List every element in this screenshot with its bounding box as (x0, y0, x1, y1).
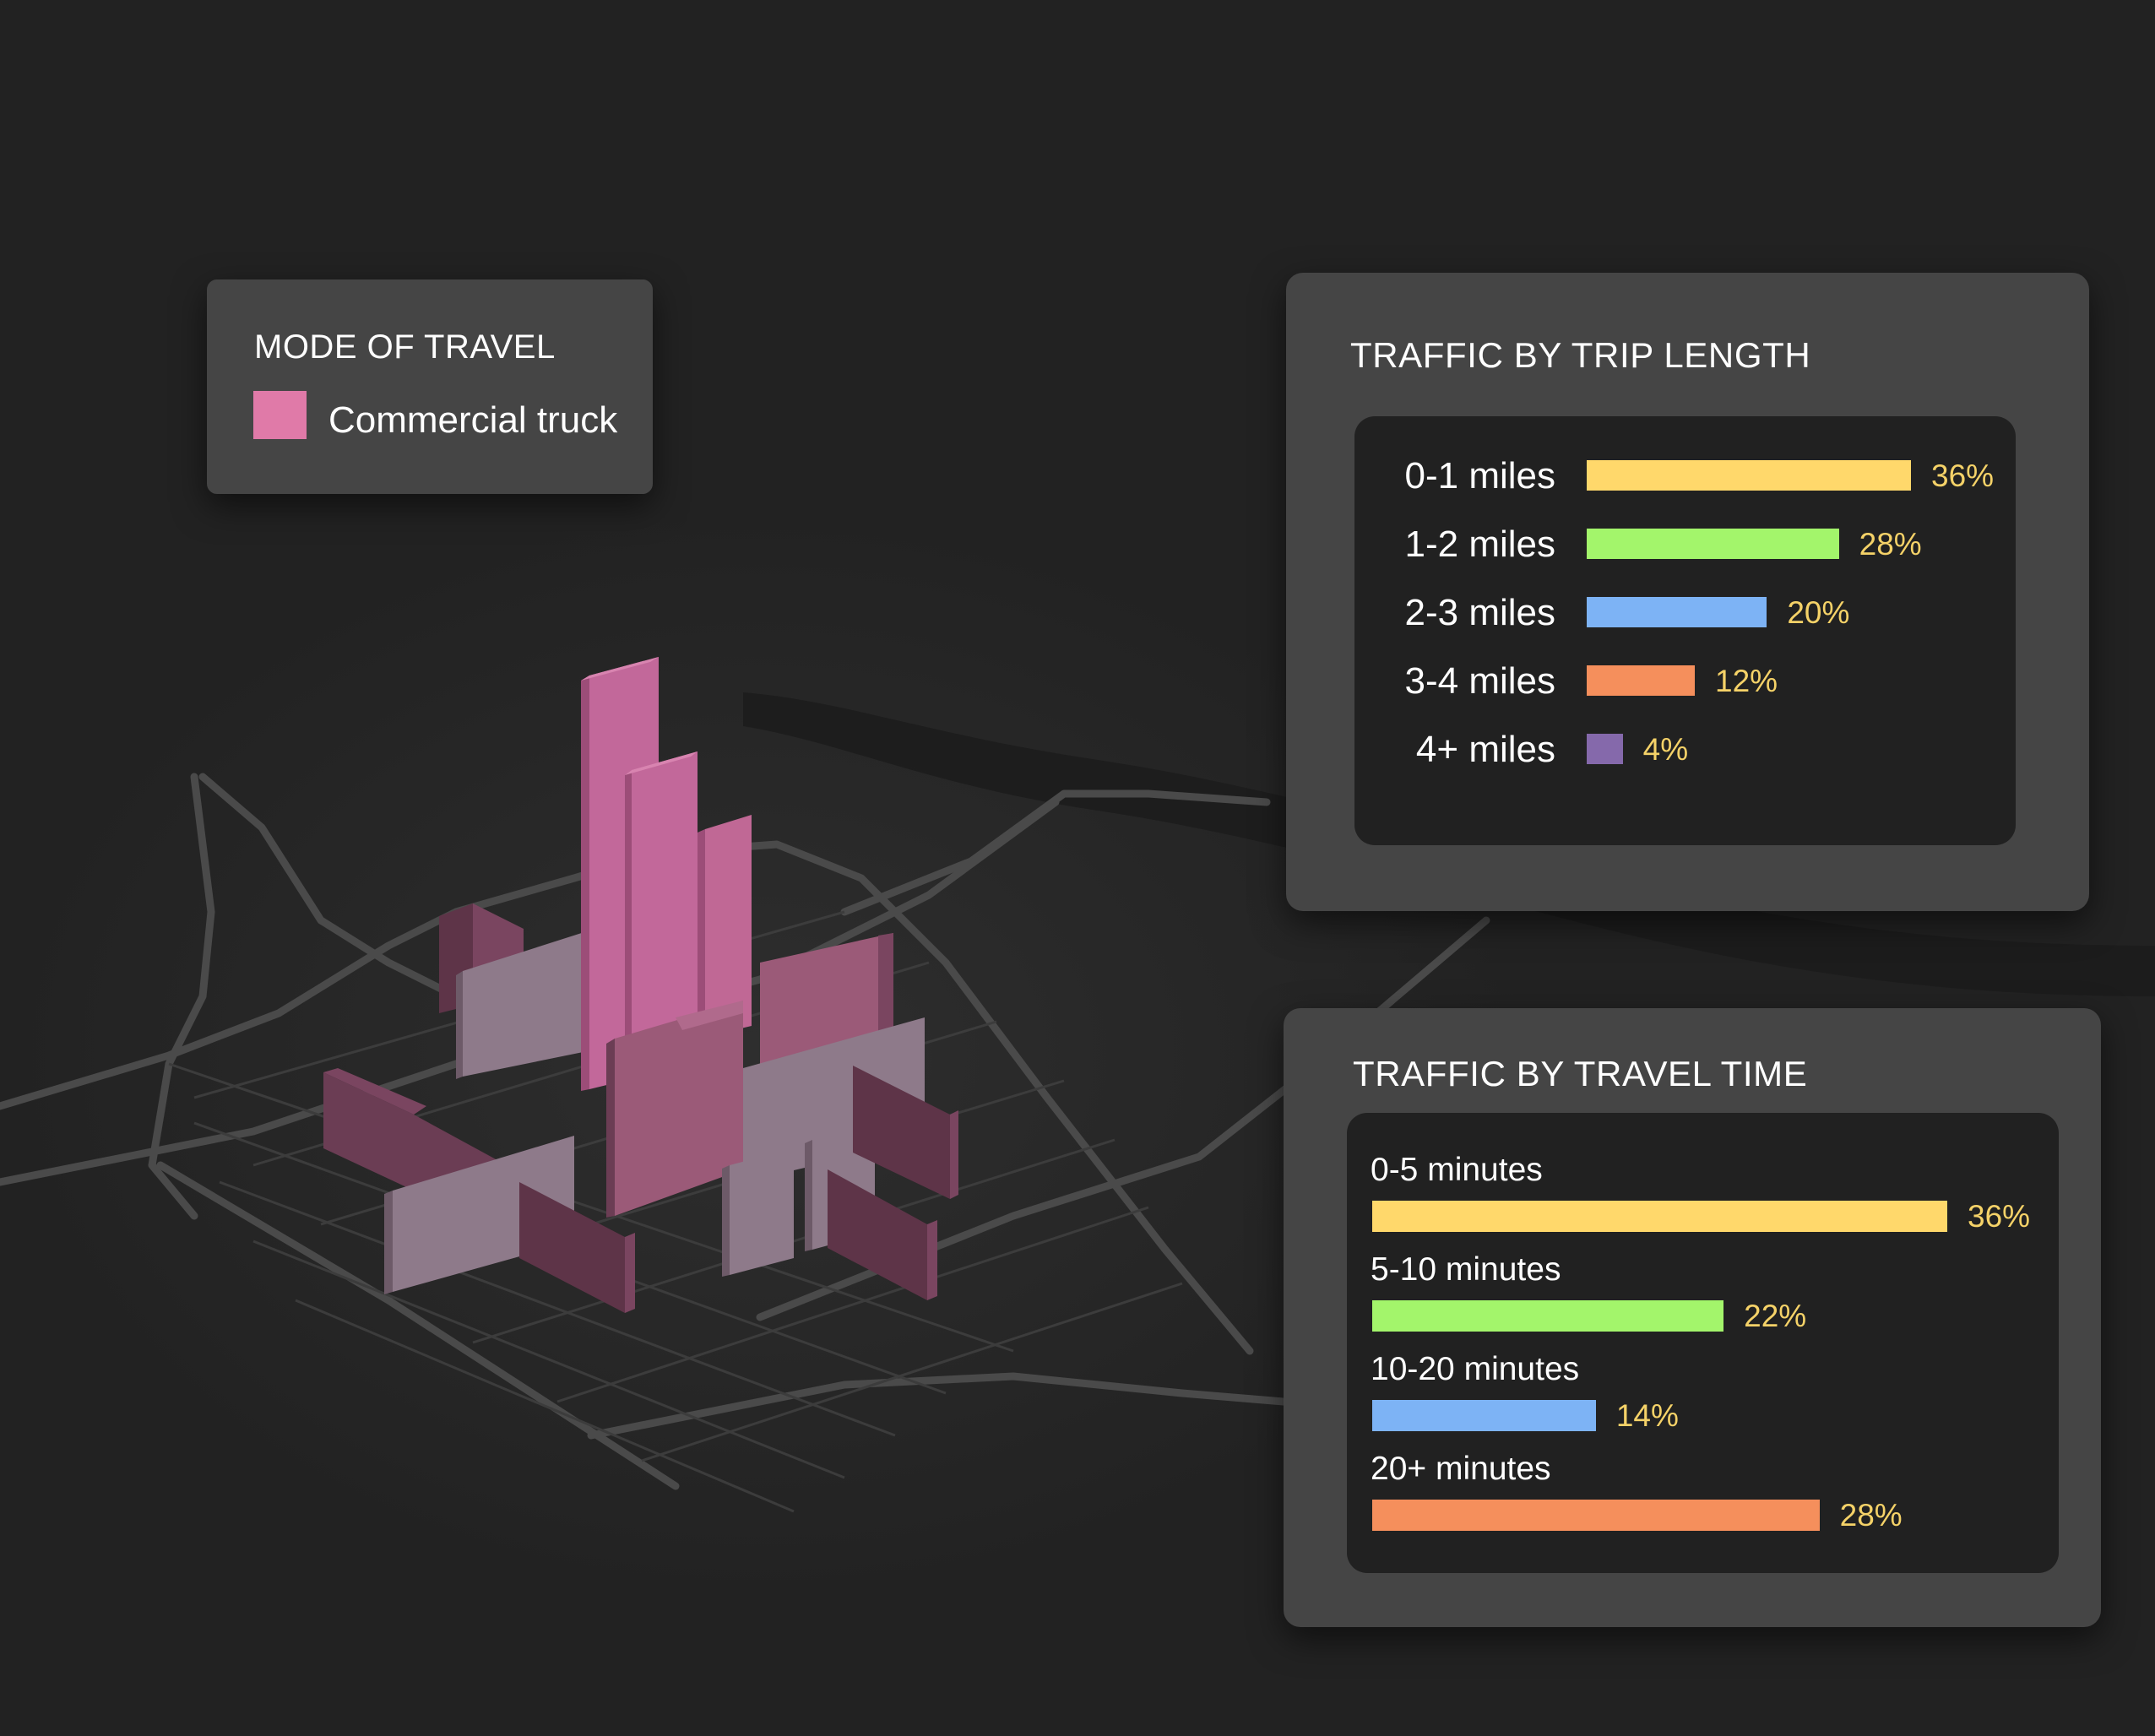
trip-length-panel: TRAFFIC BY TRIP LENGTH 0-1 miles 36% 1-2 m… (1286, 273, 2089, 911)
trip-length-bar (1587, 460, 1911, 491)
trip-length-bar (1587, 665, 1695, 696)
trip-length-value: 20% (1787, 595, 1850, 630)
buildings (323, 657, 958, 1313)
trip-length-label: 4+ miles (1415, 729, 1555, 770)
trip-length-label: 1-2 miles (1404, 524, 1556, 565)
trip-length-row: 3-4 miles 12% (1354, 650, 2016, 718)
travel-time-row: 20+ minutes 28% (1347, 1451, 2059, 1552)
trip-length-bar (1587, 597, 1767, 627)
legend-title: MODE OF TRAVEL (254, 328, 556, 366)
legend-label-commercial-truck: Commercial truck (328, 399, 618, 441)
legend-panel: MODE OF TRAVEL Commercial truck (207, 279, 653, 494)
travel-time-value: 14% (1615, 1398, 1679, 1433)
travel-time-label: 0-5 minutes (1371, 1152, 1543, 1188)
travel-time-bar (1372, 1400, 1596, 1431)
travel-time-value: 28% (1839, 1498, 1903, 1533)
travel-time-bar (1372, 1500, 1820, 1531)
trip-length-value: 28% (1859, 527, 1922, 561)
travel-time-row: 0-5 minutes 36% (1347, 1152, 2059, 1253)
trip-length-value: 4% (1642, 732, 1689, 767)
legend-swatch-commercial-truck (253, 391, 307, 439)
trip-length-label: 2-3 miles (1404, 592, 1556, 633)
trip-length-row: 2-3 miles 20% (1354, 582, 2016, 649)
travel-time-title: TRAFFIC BY TRAVEL TIME (1353, 1054, 1808, 1093)
trip-length-label: 3-4 miles (1404, 660, 1556, 702)
travel-time-label: 5-10 minutes (1371, 1251, 1561, 1288)
trip-length-row: 1-2 miles 28% (1354, 513, 2016, 581)
trip-length-row: 4+ miles 4% (1354, 719, 2016, 786)
trip-length-value: 12% (1715, 664, 1778, 698)
travel-time-bar (1372, 1300, 1724, 1332)
travel-time-panel: TRAFFIC BY TRAVEL TIME 0-5 minutes 36% 5-1… (1284, 1008, 2101, 1627)
trip-length-bar (1587, 529, 1839, 559)
travel-time-bar (1372, 1201, 1947, 1232)
travel-time-label: 10-20 minutes (1371, 1351, 1580, 1387)
travel-time-row: 10-20 minutes 14% (1347, 1351, 2059, 1452)
trip-length-bar (1587, 734, 1623, 764)
trip-length-value: 36% (1931, 458, 1995, 493)
trip-length-title: TRAFFIC BY TRIP LENGTH (1350, 335, 1811, 375)
trip-length-label: 0-1 miles (1404, 455, 1556, 496)
trip-length-row: 0-1 miles 36% (1354, 445, 2016, 513)
travel-time-value: 36% (1968, 1199, 2031, 1234)
travel-time-row: 5-10 minutes 22% (1347, 1251, 2059, 1353)
travel-time-value: 22% (1744, 1299, 1807, 1333)
trip-length-chart: 0-1 miles 36% 1-2 miles 28% 2-3 miles 20% 3-4 … (1354, 416, 2016, 845)
travel-time-label: 20+ minutes (1371, 1451, 1551, 1487)
travel-time-chart: 0-5 minutes 36% 5-10 minutes 22% 10-20 minut… (1347, 1113, 2059, 1573)
